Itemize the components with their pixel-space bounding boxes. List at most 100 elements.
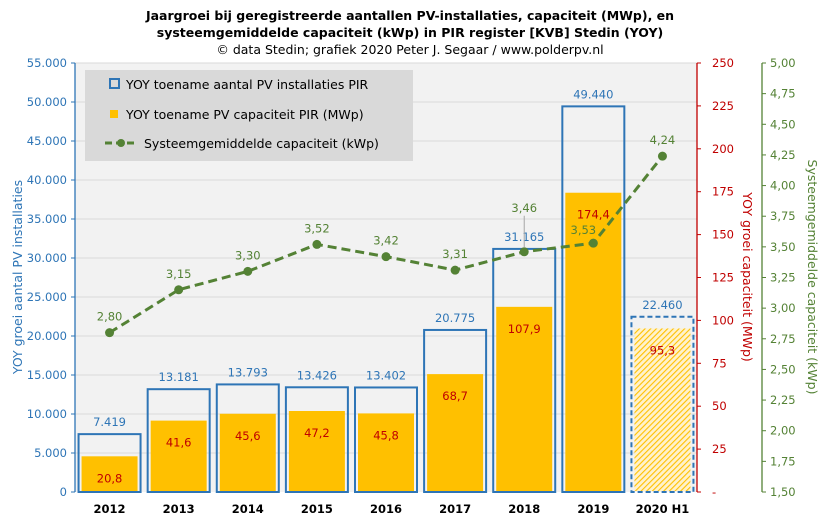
bar-capacity bbox=[219, 413, 276, 491]
category-label: 2014 bbox=[232, 502, 264, 516]
right-axis-capacity-tick-label: - bbox=[712, 485, 716, 499]
right-axis-average-tick-label: 2,50 bbox=[770, 362, 796, 376]
left-axis-tick-label: 40.000 bbox=[27, 173, 67, 187]
average-capacity-point bbox=[243, 266, 253, 276]
category-label: 2018 bbox=[508, 502, 540, 516]
right-axis-capacity-tick-label: 175 bbox=[712, 185, 734, 199]
right-axis-average-tick-label: 4,25 bbox=[770, 148, 796, 162]
bar-capacity bbox=[496, 306, 553, 491]
category-label: 2020 H1 bbox=[636, 502, 690, 516]
right-axis-average-tick-label: 2,75 bbox=[770, 332, 796, 346]
left-axis-tick-label: 15.000 bbox=[27, 368, 67, 382]
bar-installations bbox=[77, 433, 142, 494]
bar-capacity bbox=[288, 411, 345, 491]
installations-data-label: 22.460 bbox=[642, 298, 682, 312]
category-label: 2013 bbox=[163, 502, 195, 516]
legend-swatch-marker bbox=[117, 139, 125, 147]
left-axis-tick-label: 50.000 bbox=[27, 95, 67, 109]
left-axis-title: YOY groei aantal PV installaties bbox=[10, 180, 25, 375]
bar-installations bbox=[284, 386, 349, 493]
right-axis-average: 1,50 1,75 2,00 2,25 2,50 2,75 3,00 3,25 3,50 3,75… bbox=[761, 56, 796, 499]
right-axis-capacity-tick-label: 200 bbox=[712, 142, 734, 156]
installations-data-label: 20.775 bbox=[435, 311, 475, 325]
right-axis-average-tick-label: 4,50 bbox=[770, 117, 796, 131]
bar-installations bbox=[354, 386, 418, 493]
right-axis-capacity-tick-label: 25 bbox=[712, 442, 727, 456]
bar-capacity bbox=[565, 192, 622, 491]
legend: YOY toename aantal PV installaties PIR Y… bbox=[85, 70, 413, 161]
installations-data-label: 7.419 bbox=[93, 415, 126, 429]
right-axis-capacity-tick-label: 250 bbox=[712, 56, 734, 70]
average-capacity-point bbox=[381, 252, 391, 262]
right-axis-capacity-tick-label: 125 bbox=[712, 271, 734, 285]
installations-data-label: 13.793 bbox=[228, 365, 268, 379]
category-labels: 2012 2013 2014 2015 2016 2017 2018 2019 2020 H1 bbox=[94, 502, 690, 516]
capacity-data-label: 68,7 bbox=[442, 389, 468, 403]
right-axis-average-tick-label: 5,00 bbox=[770, 56, 796, 70]
right-axis-capacity-tick-label: 75 bbox=[712, 356, 727, 370]
left-axis-tick-label: 0 bbox=[60, 485, 67, 499]
left-axis-tick-label: 5.000 bbox=[34, 446, 67, 460]
left-axis: 0 5.000 10.000 15.000 20.000 25.000 30.000 35.0… bbox=[27, 56, 76, 499]
bar-installations bbox=[561, 105, 626, 493]
chart-title-line-2: systeemgemiddelde capaciteit (kWp) in PI… bbox=[157, 25, 663, 40]
left-axis-tick-label: 35.000 bbox=[27, 212, 67, 226]
legend-label-capacity: YOY toename PV capaciteit PIR (MWp) bbox=[125, 107, 364, 122]
right-axis-average-tick-label: 3,00 bbox=[770, 301, 796, 315]
average-capacity-point bbox=[105, 328, 115, 338]
right-axis-average-tick-label: 1,50 bbox=[770, 485, 796, 499]
legend-swatch-capacity bbox=[110, 110, 118, 118]
average-capacity-data-label: 3,46 bbox=[511, 201, 537, 215]
average-capacity-data-label: 3,15 bbox=[166, 267, 192, 281]
bar-installations bbox=[423, 328, 488, 493]
legend-box bbox=[85, 70, 413, 161]
legend-label-average: Systeemgemiddelde capaciteit (kWp) bbox=[144, 136, 379, 151]
capacity-data-label: 107,9 bbox=[508, 322, 541, 336]
right-axis-capacity-tick-label: 225 bbox=[712, 99, 734, 113]
installations-data-label: 13.402 bbox=[366, 368, 406, 382]
left-axis-tick-label: 10.000 bbox=[27, 407, 67, 421]
category-label: 2012 bbox=[94, 502, 126, 516]
average-capacity-data-label: 3,53 bbox=[571, 223, 597, 237]
category-label: 2017 bbox=[439, 502, 471, 516]
left-axis-tick-label: 45.000 bbox=[27, 134, 67, 148]
capacity-data-label: 174,4 bbox=[577, 208, 610, 222]
capacity-data-label: 45,6 bbox=[235, 429, 261, 443]
average-capacity-data-label: 4,24 bbox=[650, 133, 676, 147]
right-axis-capacity-tick-label: 50 bbox=[712, 399, 727, 413]
capacity-data-label: 47,2 bbox=[304, 426, 330, 440]
average-capacity-point bbox=[174, 285, 184, 295]
bar-installations bbox=[146, 388, 211, 493]
installations-data-label: 13.426 bbox=[297, 368, 337, 382]
bar-capacity bbox=[150, 420, 207, 491]
bar-capacity bbox=[427, 374, 484, 491]
chart-subtitle: © data Stedin; grafiek 2020 Peter J. Seg… bbox=[216, 42, 603, 57]
average-capacity-point bbox=[657, 151, 667, 161]
left-axis-tick-label: 25.000 bbox=[27, 290, 67, 304]
right-axis-average-tick-label: 3,75 bbox=[770, 209, 796, 223]
installations-data-label: 13.181 bbox=[159, 370, 199, 384]
right-axis-average-tick-label: 3,50 bbox=[770, 240, 796, 254]
left-axis-tick-label: 55.000 bbox=[27, 56, 67, 70]
right-axis-average-tick-label: 4,75 bbox=[770, 87, 796, 101]
category-label: 2016 bbox=[370, 502, 402, 516]
right-axis-capacity-tick-label: 100 bbox=[712, 313, 734, 327]
bar-installations bbox=[630, 315, 695, 494]
capacity-data-label: 20,8 bbox=[97, 471, 123, 485]
bar-installations bbox=[215, 383, 280, 494]
average-capacity-data-label: 3,30 bbox=[235, 248, 261, 262]
left-axis-tick-label: 30.000 bbox=[27, 251, 67, 265]
right-axis-average-title: Systeemgemiddelde capaciteit (kWp) bbox=[805, 160, 820, 395]
chart-title-line-1: Jaargroei bij geregistreerde aantallen P… bbox=[145, 8, 674, 23]
right-axis-average-tick-label: 1,75 bbox=[770, 454, 796, 468]
legend-swatch-installations bbox=[109, 78, 120, 89]
bar-capacity bbox=[634, 328, 691, 491]
average-capacity-data-label: 3,42 bbox=[373, 234, 399, 248]
bar-capacity bbox=[358, 413, 414, 491]
average-capacity-data-label: 3,52 bbox=[304, 221, 330, 235]
left-axis-tick-label: 20.000 bbox=[27, 329, 67, 343]
category-label: 2019 bbox=[577, 502, 609, 516]
bar-capacity bbox=[81, 456, 138, 491]
